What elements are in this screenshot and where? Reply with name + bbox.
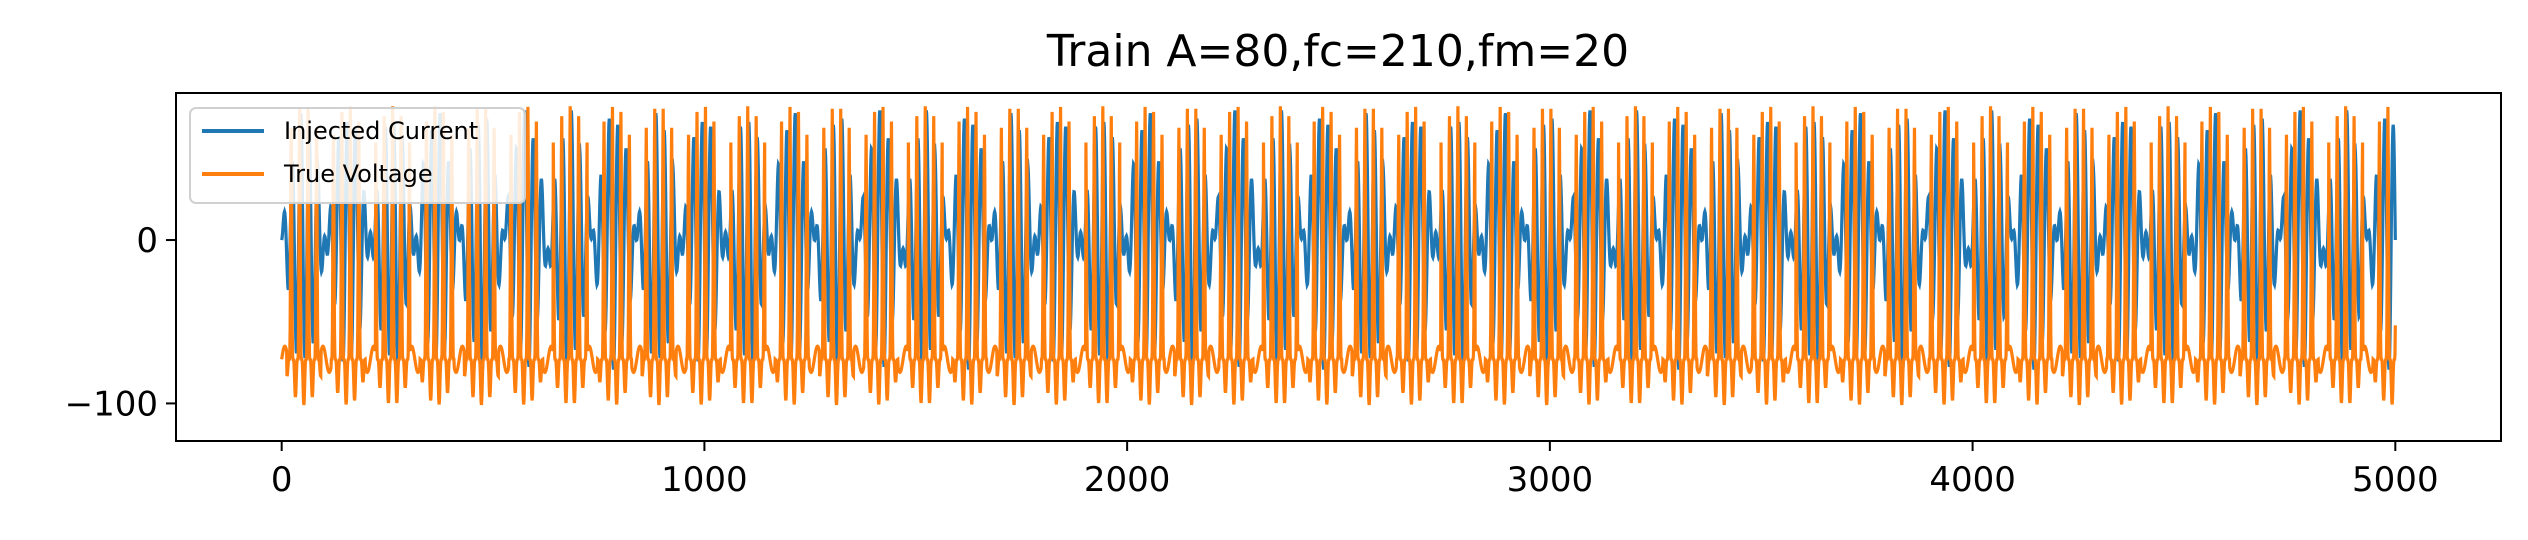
x-tick-label: 3000	[1507, 460, 1594, 500]
x-tick-label: 5000	[2352, 460, 2439, 500]
x-tick-label: 1000	[661, 460, 748, 500]
x-tick-label: 2000	[1084, 460, 1171, 500]
plot-frame	[175, 92, 2502, 442]
x-axis: 0 1000 2000 3000 4000 5000	[271, 441, 2439, 500]
series-true-voltage	[280, 106, 2397, 406]
x-tick-label: 0	[271, 460, 293, 500]
x-tick-label: 4000	[1929, 460, 2016, 500]
chart-title: Train A=80,fc=210,fm=20	[1046, 26, 1629, 77]
y-axis: 0 −100	[65, 221, 176, 424]
y-tick-label: −100	[65, 384, 158, 424]
series-layer	[280, 106, 2397, 406]
legend-label-injected-current: Injected Current	[284, 117, 478, 145]
y-tick-label: 0	[136, 221, 158, 261]
plot-area	[175, 92, 2502, 442]
legend: Injected Current True Voltage	[189, 107, 526, 204]
legend-label-true-voltage: True Voltage	[283, 160, 433, 188]
legend-box	[189, 107, 526, 204]
